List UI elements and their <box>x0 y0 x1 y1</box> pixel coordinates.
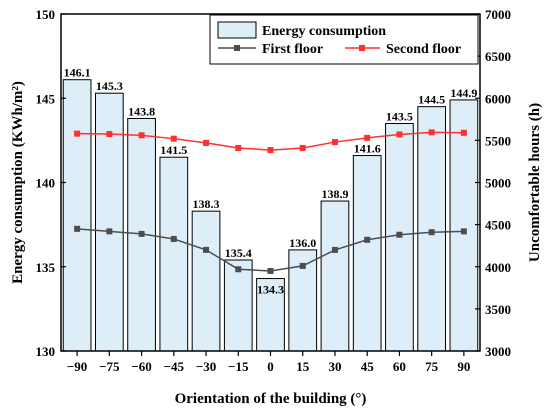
point-series-0--30 <box>203 246 210 253</box>
x-tick-label--60: −60 <box>131 359 151 374</box>
left-axis-title: Energy consumption (KWh/m²) <box>10 81 26 284</box>
bar--90 <box>62 79 92 352</box>
point-series-1--90 <box>74 130 81 137</box>
x-tick-label--45: −45 <box>164 359 185 374</box>
legend-label-second-floor: Second floor <box>386 42 461 57</box>
x-tick-label-0: 0 <box>267 359 274 374</box>
point-series-1--30 <box>203 139 210 146</box>
point-series-0-45 <box>364 236 371 243</box>
right-tick-label-6000: 6000 <box>485 91 511 106</box>
point-series-0--45 <box>170 235 177 242</box>
bars-layer <box>62 79 479 352</box>
bar--15 <box>223 259 253 352</box>
point-series-0-90 <box>460 228 467 235</box>
point-series-0-0 <box>267 267 274 274</box>
x-tick-label--30: −30 <box>196 359 216 374</box>
point-series-1--75 <box>106 131 113 138</box>
x-tick-label-15: 15 <box>296 359 310 374</box>
legend-marker-second-floor <box>359 45 365 51</box>
x-tick-label--90: −90 <box>67 359 87 374</box>
x-tick-label-60: 60 <box>393 359 406 374</box>
bar-75 <box>417 106 447 352</box>
data-labels-layer: 146.1 145.3 143.8 141.5 138.3 135.4 134.3 136.0… <box>64 66 478 297</box>
point-series-0--75 <box>106 228 113 235</box>
legend-label-first-floor: First floor <box>262 42 323 57</box>
bar-label-60: 143.5 <box>386 110 413 124</box>
point-series-1-75 <box>428 129 435 136</box>
right-tick-label-5500: 5500 <box>485 133 511 148</box>
bar-label--60: 143.8 <box>128 104 155 118</box>
point-series-1--45 <box>170 135 177 142</box>
point-series-1-45 <box>364 134 371 141</box>
point-series-0--90 <box>74 225 81 232</box>
bar--30 <box>191 210 221 352</box>
lines-layer <box>74 129 467 274</box>
x-tick-label-75: 75 <box>425 359 439 374</box>
x-axis: −90 −75 −60 −45 −30 −15 0 15 30 45 60 75 90 <box>67 351 470 374</box>
point-series-1-15 <box>299 144 306 151</box>
left-axis: 130 135 140 145 150 <box>36 7 66 359</box>
point-series-1-60 <box>396 131 403 138</box>
bar-label--15: 135.4 <box>225 246 252 260</box>
right-tick-label-5000: 5000 <box>485 176 511 191</box>
left-tick-label-130: 130 <box>36 344 56 359</box>
point-series-1-30 <box>331 139 338 146</box>
point-series-1--60 <box>138 132 145 139</box>
x-tick-label--75: −75 <box>99 359 120 374</box>
x-axis-title: Orientation of the building (°) <box>175 391 367 407</box>
bar-label-75: 144.5 <box>418 93 445 107</box>
bar-label-15: 136.0 <box>289 236 316 250</box>
right-tick-label-7000: 7000 <box>485 7 511 22</box>
bar-label-45: 141.6 <box>354 142 381 156</box>
x-tick-label-45: 45 <box>361 359 375 374</box>
point-series-0-60 <box>396 231 403 238</box>
legend: Energy consumption First floor Second fl… <box>209 14 479 65</box>
right-tick-label-4000: 4000 <box>485 260 511 275</box>
legend-swatch-energy <box>217 21 257 39</box>
left-tick-label-150: 150 <box>36 7 56 22</box>
point-series-0--15 <box>235 266 242 273</box>
right-axis: 3000 3500 4000 4500 5000 5500 6000 6500 7000 <box>475 7 511 359</box>
point-series-1-0 <box>267 147 274 154</box>
left-tick-label-145: 145 <box>36 91 56 106</box>
left-tick-label-140: 140 <box>36 176 56 191</box>
x-tick-label-30: 30 <box>328 359 341 374</box>
bar-label--30: 138.3 <box>193 197 220 211</box>
bar-label-30: 138.9 <box>321 187 348 201</box>
point-series-1-90 <box>460 129 467 136</box>
bar-label--45: 141.5 <box>160 143 187 157</box>
right-tick-label-4500: 4500 <box>485 218 511 233</box>
right-axis-title: Uncomfortable hours (h) <box>527 103 543 262</box>
right-tick-label-3000: 3000 <box>485 344 511 359</box>
bar-90 <box>449 99 479 352</box>
left-tick-label-135: 135 <box>36 260 56 275</box>
point-series-0--60 <box>138 230 145 237</box>
bar-45 <box>352 155 382 352</box>
legend-marker-first-floor <box>234 45 240 51</box>
right-tick-label-3500: 3500 <box>485 302 511 317</box>
bar-label-90: 144.9 <box>450 86 477 100</box>
bar-label--90: 146.1 <box>64 66 91 80</box>
bar-30 <box>320 200 350 352</box>
x-tick-label--15: −15 <box>228 359 249 374</box>
point-series-0-15 <box>299 262 306 269</box>
point-series-1--15 <box>235 144 242 151</box>
bar-label--75: 145.3 <box>96 79 123 93</box>
point-series-0-30 <box>331 246 338 253</box>
point-series-0-75 <box>428 229 435 236</box>
x-tick-label-90: 90 <box>457 359 470 374</box>
bar--45 <box>159 156 189 352</box>
right-tick-label-6500: 6500 <box>485 49 511 64</box>
bar-label-0: 134.3 <box>257 283 284 297</box>
legend-label-energy: Energy consumption <box>262 24 386 39</box>
